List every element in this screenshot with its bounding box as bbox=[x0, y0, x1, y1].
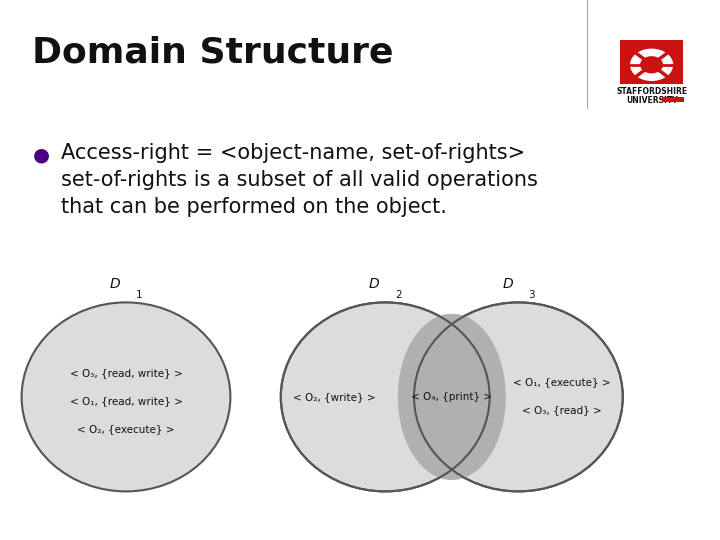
Text: $D$: $D$ bbox=[502, 276, 513, 291]
Text: 3: 3 bbox=[528, 289, 535, 300]
Text: < O₂, {write} >: < O₂, {write} > bbox=[294, 392, 376, 402]
Text: $D$: $D$ bbox=[369, 276, 380, 291]
Text: < O₃, {read} >: < O₃, {read} > bbox=[522, 405, 601, 415]
Ellipse shape bbox=[397, 314, 505, 480]
Text: < O₁, {read, write} >: < O₁, {read, write} > bbox=[70, 396, 182, 406]
Text: < O₄, {print} >: < O₄, {print} > bbox=[411, 392, 492, 402]
Text: < O₂, {execute} >: < O₂, {execute} > bbox=[77, 424, 175, 434]
FancyBboxPatch shape bbox=[662, 97, 684, 102]
Text: that can be performed on the object.: that can be performed on the object. bbox=[61, 197, 447, 217]
Ellipse shape bbox=[414, 302, 623, 491]
Circle shape bbox=[630, 49, 673, 81]
Ellipse shape bbox=[281, 302, 490, 491]
Text: < O₃, {read, write} >: < O₃, {read, write} > bbox=[70, 368, 182, 377]
Text: set-of-rights is a subset of all valid operations: set-of-rights is a subset of all valid o… bbox=[61, 170, 538, 190]
Text: $D$: $D$ bbox=[109, 276, 121, 291]
Text: Access-right = <object-name, set-of-rights>: Access-right = <object-name, set-of-righ… bbox=[61, 143, 526, 163]
Text: < O₁, {execute} >: < O₁, {execute} > bbox=[513, 377, 611, 387]
Text: STAFFORDSHIRE: STAFFORDSHIRE bbox=[616, 87, 687, 96]
Text: 1: 1 bbox=[135, 289, 143, 300]
Text: 2: 2 bbox=[395, 289, 402, 300]
Text: UNIVERSITY: UNIVERSITY bbox=[626, 96, 678, 105]
Circle shape bbox=[640, 56, 663, 73]
Text: Domain Structure: Domain Structure bbox=[32, 35, 394, 69]
Ellipse shape bbox=[22, 302, 230, 491]
Text: ●: ● bbox=[32, 146, 50, 165]
FancyBboxPatch shape bbox=[621, 40, 683, 84]
